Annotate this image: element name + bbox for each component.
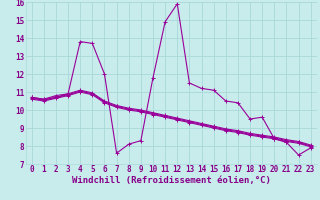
X-axis label: Windchill (Refroidissement éolien,°C): Windchill (Refroidissement éolien,°C) <box>72 176 271 185</box>
